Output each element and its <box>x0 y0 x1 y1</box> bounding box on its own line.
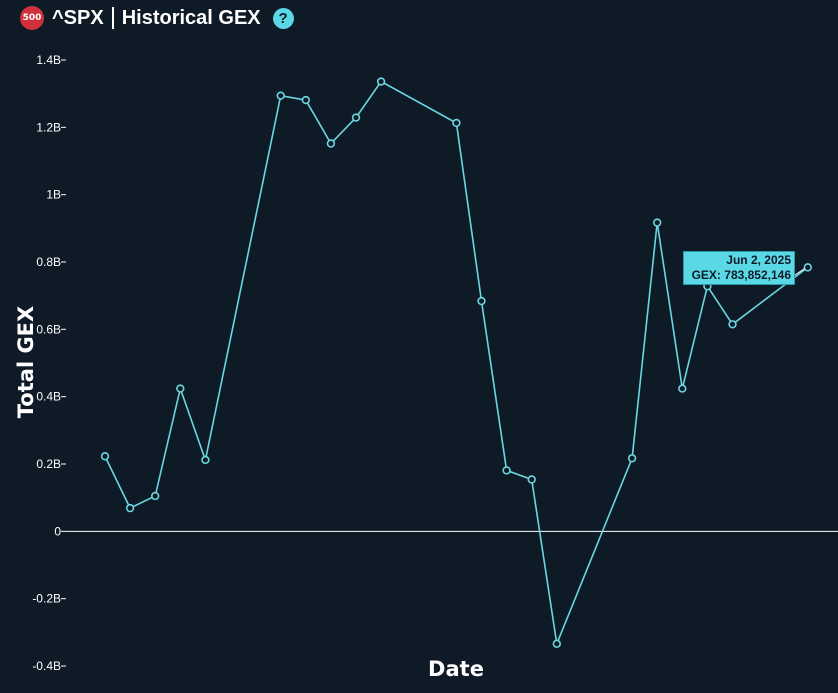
data-point[interactable] <box>728 320 737 329</box>
sp500-badge-icon: 500 <box>20 6 44 30</box>
y-tick-label: 1B <box>46 188 61 202</box>
data-point[interactable] <box>652 218 662 227</box>
data-points <box>100 77 812 648</box>
y-tick-label: -0.2B <box>32 592 61 606</box>
data-point[interactable] <box>477 296 486 306</box>
y-axis-title: Total GEX <box>14 306 38 418</box>
tooltip-date: Jun 2, 2025 <box>726 253 791 267</box>
data-point[interactable] <box>100 452 110 461</box>
data-tooltip: Jun 2, 2025 GEX: 783,852,146 <box>683 251 795 285</box>
data-point[interactable] <box>351 113 361 122</box>
data-point[interactable] <box>201 455 210 465</box>
data-point[interactable] <box>276 91 285 100</box>
tooltip-value: GEX: 783,852,146 <box>691 268 791 282</box>
data-point[interactable] <box>678 384 687 393</box>
data-point[interactable] <box>502 466 511 475</box>
y-tick-label: 0.6B <box>36 322 61 336</box>
series-line <box>104 80 809 647</box>
y-tick-label: 0.8B <box>36 255 61 269</box>
y-tick-label: 0 <box>54 524 61 538</box>
data-point[interactable] <box>326 139 336 148</box>
y-tick-label: 1.4B <box>36 53 61 67</box>
data-point[interactable] <box>627 454 637 463</box>
data-point[interactable] <box>376 77 386 86</box>
data-point[interactable] <box>301 95 310 105</box>
y-tick-label: -0.4B <box>32 659 61 673</box>
ticker-symbol: ^SPX <box>52 6 104 29</box>
x-axis-title: Date <box>428 657 484 681</box>
help-icon[interactable]: ? <box>272 7 294 29</box>
y-tick-label: 0.4B <box>36 390 61 404</box>
data-point[interactable] <box>125 503 135 513</box>
y-tick-label: 0.2B <box>36 457 61 471</box>
chart-header: 500 ^SPX Historical GEX ? <box>20 5 294 31</box>
y-tick-label: 1.2B <box>36 120 61 134</box>
y-axis-ticks: 1.4B 1.2B 1B 0.8B 0.6B 0.4B 0.2B 0 -0.2B -0.4B <box>32 53 66 673</box>
data-point[interactable] <box>803 263 812 272</box>
data-point[interactable] <box>151 491 160 501</box>
tooltip-leader-line <box>794 267 806 276</box>
data-point[interactable] <box>452 118 461 128</box>
data-point[interactable] <box>552 639 561 648</box>
chart-title: Historical GEX <box>121 6 261 29</box>
header-divider <box>111 7 114 29</box>
data-point[interactable] <box>527 475 536 484</box>
data-point[interactable] <box>176 384 185 393</box>
